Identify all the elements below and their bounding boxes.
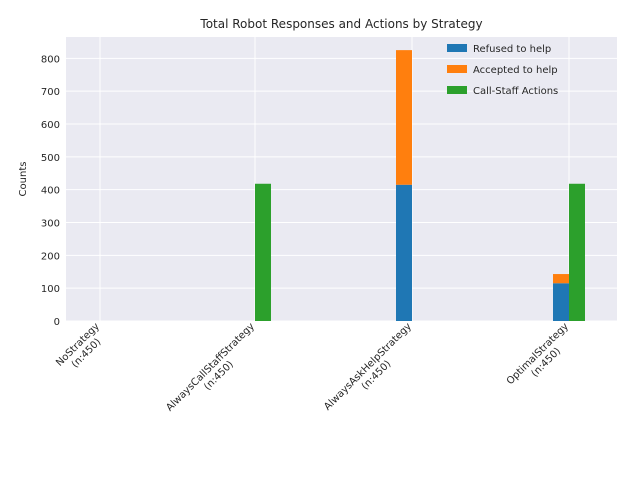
legend: Refused to help Accepted to help Call-Staf… [447,44,558,97]
bar-refused-to-help [553,283,569,321]
bar-accepted-to-help [396,50,412,185]
y-tick-label: 300 [41,219,60,230]
bars [255,50,585,321]
y-tick-label: 800 [41,54,60,65]
y-tick-label: 700 [41,87,60,98]
legend-label: Refused to help [473,44,551,55]
chart-title: Total Robot Responses and Actions by Str… [199,17,482,31]
bar-call-staff-actions [569,183,585,321]
svg-text:AlwaysCallStaffStrategy(n:450): AlwaysCallStaffStrategy(n:450) [164,321,265,422]
y-tick-label: 200 [41,251,60,262]
x-tick-label: OptimalStrategy(n:450) [505,321,580,396]
y-tick-label: 100 [41,284,60,295]
svg-text:AlwaysAskHelpStrategy(n:450): AlwaysAskHelpStrategy(n:450) [322,321,422,421]
legend-swatch [447,44,467,52]
x-tick-label: NoStrategy(n:450) [54,321,110,377]
y-tick-label: 600 [41,120,60,131]
legend-label: Call-Staff Actions [473,86,558,97]
x-tick-label: AlwaysCallStaffStrategy(n:450) [164,321,265,422]
y-tick-label: 500 [41,153,60,164]
bar-refused-to-help [396,184,412,321]
plot-background [66,37,617,321]
bar-call-staff-actions [255,183,271,321]
y-axis-label: Counts [18,162,29,197]
legend-swatch [447,86,467,94]
y-tick-label: 400 [41,186,60,197]
y-tick-labels: 0 100 200 300 400 500 600 700 800 [41,54,60,328]
legend-label: Accepted to help [473,65,558,76]
y-tick-label: 0 [54,317,60,328]
x-tick-labels: NoStrategy(n:450) AlwaysCallStaffStrategy… [54,321,580,422]
bar-accepted-to-help [553,274,569,284]
svg-text:NoStrategy(n:450): NoStrategy(n:450) [54,321,110,377]
svg-text:OptimalStrategy(n:450): OptimalStrategy(n:450) [505,321,580,396]
x-tick-label: AlwaysAskHelpStrategy(n:450) [322,321,422,421]
legend-swatch [447,65,467,73]
